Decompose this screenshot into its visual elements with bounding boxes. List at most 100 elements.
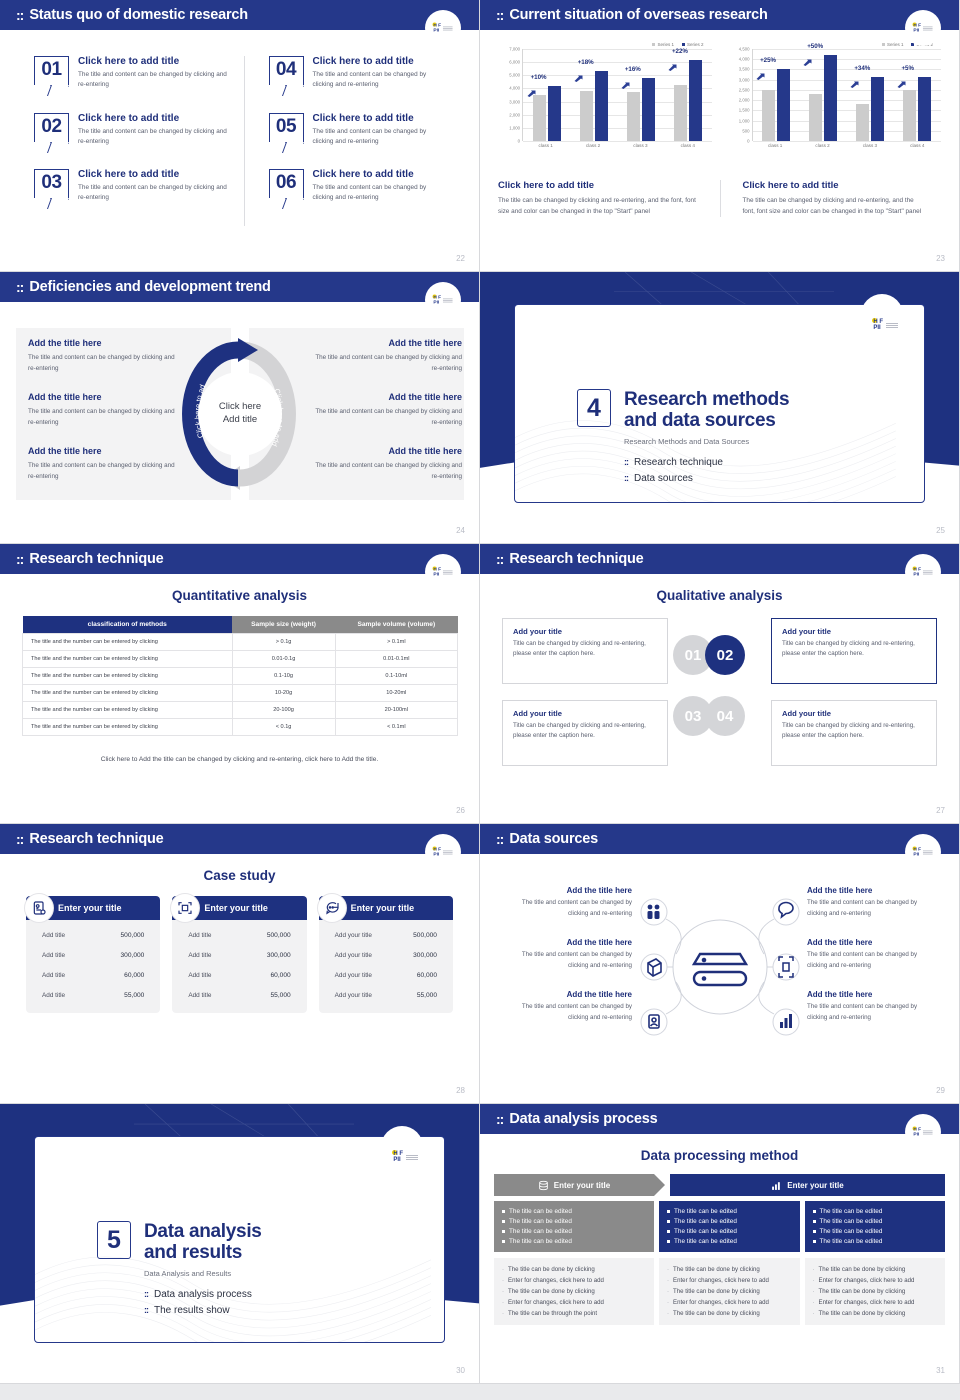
text-block[interactable]: Add the title here The title and content…	[28, 338, 178, 374]
bullet-row[interactable]: · The title can be done by clicking	[813, 1288, 938, 1295]
step-circle-04[interactable]: 04	[705, 696, 745, 736]
bullet-row[interactable]: The title can be edited	[667, 1238, 792, 1245]
bullet-row[interactable]: The title can be edited	[812, 1228, 938, 1235]
case-study-card[interactable]: Enter your title Add your title 500,000 Add…	[316, 893, 453, 1013]
bullet-row[interactable]: The title can be edited	[812, 1218, 938, 1225]
list-item[interactable]: 03 Click here to add title The title and…	[34, 169, 234, 204]
text-block[interactable]: Add the title here The title and content…	[312, 392, 462, 428]
text-block[interactable]: Add the title here The title and content…	[807, 990, 937, 1023]
process-header-right[interactable]: Enter your title	[670, 1174, 945, 1196]
bullet-row[interactable]: · The title can be done by clicking	[502, 1266, 646, 1273]
bullet-text: The title can be edited	[509, 1228, 572, 1235]
data-row[interactable]: Add title 55,000	[182, 992, 296, 999]
bullet-row[interactable]: The title can be edited	[502, 1208, 646, 1215]
text-block[interactable]: Add the title here The title and content…	[28, 392, 178, 428]
table-row[interactable]: The title and the number can be entered …	[22, 633, 459, 651]
table-row[interactable]: The title and the number can be entered …	[22, 701, 459, 719]
bullet-row[interactable]: · The title can be done by clicking	[667, 1310, 792, 1317]
growth-annotation: +34%	[854, 64, 871, 72]
process-mid-column: The title can be edited The title can be …	[659, 1201, 800, 1252]
trend-arrow-icon	[850, 75, 859, 88]
bullet-item[interactable]: :: Research technique	[624, 457, 789, 468]
header-underline	[0, 854, 479, 856]
process-header-left[interactable]: Enter your title	[494, 1174, 665, 1196]
text-block[interactable]: Add the title here The title and content…	[312, 338, 462, 374]
caption-desc: The title can be changed by clicking and…	[742, 197, 922, 216]
bullet-row[interactable]: · The title can be through the point	[502, 1310, 646, 1317]
square-bullet-icon	[667, 1230, 670, 1233]
bullet-row[interactable]: · Enter for changes, click here to add	[502, 1277, 646, 1284]
block-desc: The title and content can be changed by …	[315, 354, 462, 373]
table-row[interactable]: The title and the number can be entered …	[22, 718, 459, 736]
qualitative-card-03[interactable]: Add your title Title can be changed by c…	[502, 700, 668, 766]
bullet-row[interactable]: · Enter for changes, click here to add	[813, 1299, 938, 1306]
qualitative-card-02[interactable]: Add your title Title can be changed by c…	[771, 618, 937, 684]
list-item[interactable]: 01 Click here to add title The title and…	[34, 56, 234, 91]
page-title: Quantitative analysis	[171, 588, 308, 603]
text-block[interactable]: Add the title here The title and content…	[28, 446, 178, 482]
list-item[interactable]: 05 Click here to add title The title and…	[268, 112, 444, 148]
data-row[interactable]: Add title 55,000	[36, 992, 150, 999]
list-item[interactable]: 04 Click here to add title The title and…	[268, 56, 444, 91]
data-row[interactable]: Add title 60,000	[36, 972, 150, 979]
bullet-row[interactable]: · The title can be done by clicking	[502, 1288, 646, 1295]
bullet-row[interactable]: · The title can be done by clicking	[667, 1266, 792, 1273]
y-tick-label: 1,000	[509, 125, 520, 131]
text-block[interactable]: Add the title here The title and content…	[312, 446, 462, 482]
table-row[interactable]: The title and the number can be entered …	[22, 650, 459, 668]
bullet-row[interactable]: · Enter for changes, click here to add	[502, 1299, 646, 1306]
qualitative-card-04[interactable]: Add your title Title can be changed by c…	[771, 700, 937, 766]
data-row[interactable]: Add title 300,000	[182, 952, 296, 959]
caption-right: Click here to add title The title can be…	[719, 180, 942, 218]
x-tick-label: class 2	[815, 143, 830, 148]
bullet-row[interactable]: The title can be edited	[812, 1208, 938, 1215]
bullet-row[interactable]: The title can be edited	[502, 1228, 646, 1235]
data-row[interactable]: Add your title 55,000	[329, 992, 443, 999]
bullet-row[interactable]: · Enter for changes, click here to add	[667, 1277, 792, 1284]
data-row[interactable]: Add your title 300,000	[329, 952, 443, 959]
bullet-row[interactable]: · The title can be done by clicking	[667, 1288, 792, 1295]
bullet-item[interactable]: :: Data analysis process	[144, 1289, 262, 1300]
list-item[interactable]: 06 Click here to add title The title and…	[268, 169, 444, 204]
text-block[interactable]: Add the title here The title and content…	[807, 886, 937, 919]
data-row[interactable]: Add title 60,000	[182, 972, 296, 979]
cycle-center-label[interactable]: Click here Add title	[204, 378, 276, 450]
bullet-row[interactable]: The title can be edited	[667, 1218, 792, 1225]
case-study-card[interactable]: Enter your title Add title 500,000 Add titl…	[170, 893, 307, 1013]
bullet-item[interactable]: :: The results show	[144, 1305, 262, 1316]
data-row[interactable]: Add title 300,000	[36, 952, 150, 959]
qr-scan-icon	[170, 893, 201, 923]
list-item[interactable]: 02 Click here to add title The title and…	[34, 112, 234, 148]
logo-lines-icon	[442, 26, 453, 30]
data-row[interactable]: Add title 500,000	[182, 932, 296, 939]
data-row[interactable]: Add your title 60,000	[329, 972, 443, 979]
text-block[interactable]: Add the title here The title and content…	[502, 990, 632, 1023]
growth-annotation: +18%	[577, 59, 594, 67]
bullet-row[interactable]: · Enter for changes, click here to add	[813, 1277, 938, 1284]
text-block[interactable]: Add the title here The title and content…	[807, 938, 937, 971]
bullet-row[interactable]: The title can be edited	[812, 1238, 938, 1245]
table-row[interactable]: The title and the number can be entered …	[22, 667, 459, 685]
block-title: Add the title here	[566, 990, 632, 1000]
data-row[interactable]: Add title 500,000	[36, 932, 150, 939]
text-block[interactable]: Add the title here The title and content…	[502, 938, 632, 971]
case-study-card[interactable]: Enter your title Add title 500,000 Add titl…	[24, 893, 161, 1013]
bullet-row[interactable]: The title can be edited	[667, 1208, 792, 1215]
text-block[interactable]: Add the title here The title and content…	[502, 886, 632, 919]
item-desc: The title and content can be changed by …	[312, 184, 427, 202]
step-circle-02[interactable]: 02	[705, 635, 745, 675]
bullet-item[interactable]: :: Data sources	[624, 473, 789, 484]
bar-chart-left: Series 1 Series 2 0 1,000 2,000 3,000 4,000 5…	[490, 42, 720, 148]
bullet-row[interactable]: · The title can be done by clicking	[813, 1310, 938, 1317]
bullet-row[interactable]: The title can be edited	[502, 1218, 646, 1225]
bullet-row[interactable]: · The title can be done by clicking	[813, 1266, 938, 1273]
bullet-row[interactable]: · Enter for changes, click here to add	[667, 1299, 792, 1306]
table-row[interactable]: The title and the number can be entered …	[22, 684, 459, 702]
data-row[interactable]: Add your title 500,000	[329, 932, 443, 939]
item-desc: The title and content can be changed by …	[78, 184, 227, 202]
bullet-row[interactable]: The title can be edited	[502, 1238, 646, 1245]
table-cell: 0.01-0.1ml	[334, 650, 459, 668]
logo-lines-icon	[442, 850, 453, 854]
qualitative-card-01[interactable]: Add your title Title can be changed by c…	[502, 618, 668, 684]
bullet-row[interactable]: The title can be edited	[667, 1228, 792, 1235]
